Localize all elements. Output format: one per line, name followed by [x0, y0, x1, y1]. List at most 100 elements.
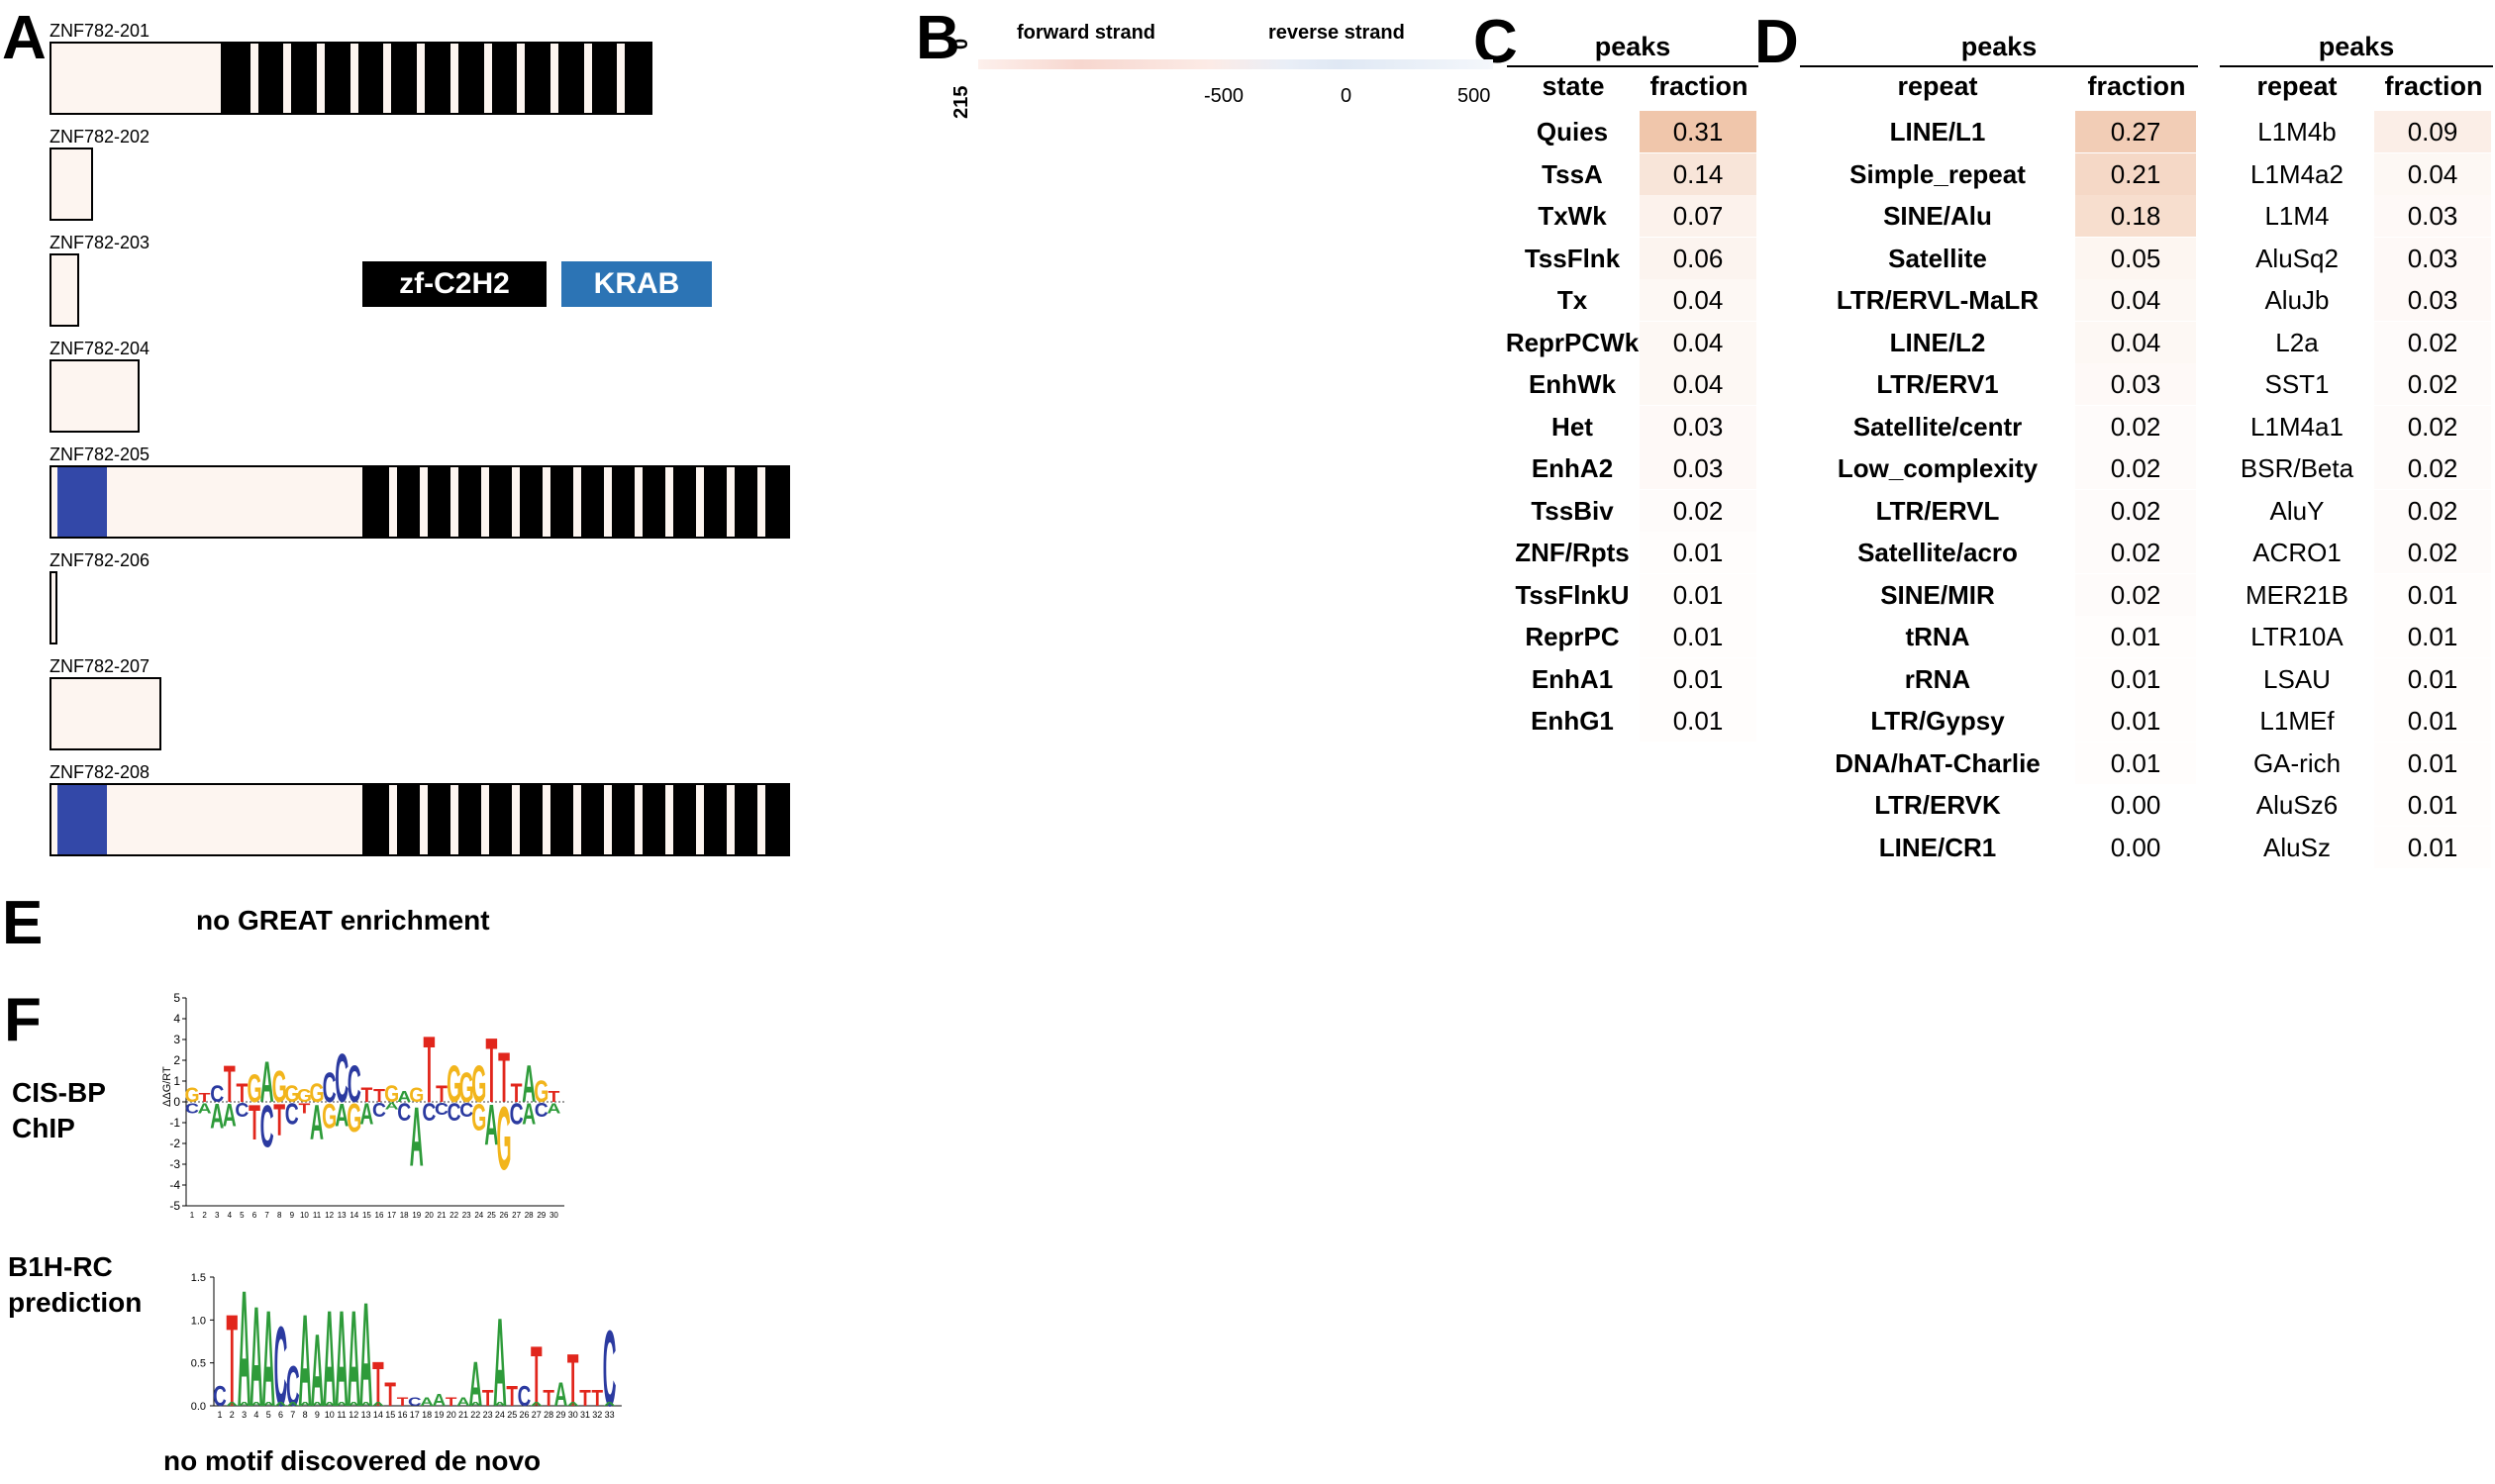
zf-gap	[350, 44, 358, 113]
table-d2-title: peaks	[2318, 32, 2395, 61]
panel-letter-b: B	[916, 4, 960, 72]
zf-gap	[727, 467, 735, 537]
table-row-label: EnhG1	[1531, 706, 1614, 736]
table-row-label: TssBiv	[1531, 496, 1614, 526]
isoform-bar	[50, 359, 140, 433]
motif-letter: C	[335, 1039, 349, 1117]
logo2-xtick: 12	[349, 1410, 358, 1420]
zf-gap	[517, 44, 525, 113]
logo1-ytick: 1	[173, 1074, 180, 1088]
logo1-xtick: 5	[240, 1211, 245, 1220]
motif-letter: G	[297, 1086, 312, 1107]
motif-letter: A	[262, 1401, 274, 1407]
table-row-value: 0.02	[2075, 532, 2196, 573]
table-row-value: 0.03	[2374, 195, 2491, 237]
motif-letter: A	[335, 1281, 349, 1426]
isoform-label: ZNF782-202	[50, 127, 150, 147]
table-c-col-state: state	[1542, 71, 1605, 101]
logo2-xtick: 31	[580, 1410, 590, 1420]
table-row-label: Low_complexity	[1837, 453, 2039, 483]
table-row-value: 0.03	[2374, 279, 2491, 321]
motif-letter: A	[260, 1051, 274, 1115]
motif-letter: A	[359, 1401, 371, 1407]
logo2-axis: 1.51.00.50.01 2 3 4 5 6 7 8 9 10 11 12 13 14 15 16 17 18 1…	[191, 1272, 622, 1420]
logo2-xtick: 8	[303, 1410, 308, 1420]
motif-letter: A	[603, 1401, 615, 1407]
motif-letter: A	[469, 1401, 481, 1407]
table-row-value: 0.00	[2075, 827, 2196, 868]
table-d1-col-fraction: fraction	[2087, 71, 2186, 101]
zf-gap	[696, 785, 704, 854]
table-d1-rule	[1800, 65, 2198, 67]
table-row-label: ZNF/Rpts	[1515, 538, 1630, 567]
table-row-label: LTR/Gypsy	[1870, 706, 2005, 736]
motif-letter: G	[471, 1098, 486, 1139]
logo1-xtick: 22	[449, 1211, 458, 1220]
motif-letter: T	[423, 1016, 435, 1123]
forward-strand-label: forward strand	[1017, 22, 1156, 44]
zf-gap	[635, 467, 643, 537]
motif-letter: A	[324, 1401, 336, 1407]
motif-letter: C	[235, 1100, 249, 1122]
zf-gap	[250, 44, 258, 113]
motif-letter: G	[384, 1080, 399, 1107]
table-row-label: BSR/Beta	[2240, 453, 2354, 483]
table-row-value: 0.03	[2374, 238, 2491, 279]
motif-letter: A	[531, 1401, 543, 1407]
motif-letter: G	[471, 1055, 486, 1113]
motif-letter: T	[384, 1375, 396, 1413]
motif-letter: A	[456, 1396, 470, 1409]
motif-letter: A	[238, 1401, 250, 1407]
motif-letter: G	[309, 1078, 324, 1108]
table-row-label: ACRO1	[2252, 538, 2342, 567]
cisbp-label-line2: ChIP	[12, 1113, 75, 1143]
motif-letter: A	[433, 1391, 447, 1410]
motif-letter: C	[408, 1396, 422, 1409]
table-row-value: 0.01	[2374, 700, 2491, 742]
motif-letter: C	[213, 1381, 227, 1413]
motif-letter: A	[420, 1396, 434, 1409]
logo1-xtick: 26	[500, 1211, 509, 1220]
zf-array	[221, 44, 650, 113]
logo1-ytick: 0	[173, 1095, 180, 1109]
zf-gap	[512, 467, 520, 537]
logo2-xtick: 14	[373, 1410, 383, 1420]
zf-gap	[757, 785, 765, 854]
table-row-value: 0.04	[2075, 279, 2196, 321]
zf-gap	[383, 44, 391, 113]
logo2-xtick: 32	[592, 1410, 602, 1420]
table-row-label: AluSz6	[2255, 790, 2339, 820]
table-row-value: 0.01	[2075, 742, 2196, 784]
table-row-value: 0.21	[2075, 153, 2196, 195]
motif-letter: T	[236, 1078, 248, 1108]
motif-letter: G	[459, 1065, 474, 1113]
table-row-label: ReprPCWk	[1505, 328, 1640, 357]
panel-letter-a: A	[2, 4, 47, 72]
logo2-xtick: 20	[447, 1410, 456, 1420]
great-enrichment-note: no GREAT enrichment	[196, 905, 490, 936]
motif-letter: A	[554, 1375, 568, 1413]
table-row-label: LTR/ERVL-MaLR	[1836, 285, 2040, 315]
logo1-xtick: 11	[313, 1211, 322, 1220]
motif-letter: C	[372, 1100, 386, 1122]
zf-gap	[665, 785, 673, 854]
isoform-bar	[50, 783, 790, 856]
table-row-label: LINE/CR1	[1878, 833, 1997, 862]
motif-letter: C	[422, 1098, 436, 1126]
isoform-label: ZNF782-208	[50, 762, 150, 782]
logo2-xtick: 22	[470, 1410, 480, 1420]
logo1-ytick: -1	[169, 1116, 180, 1130]
motif-letter: T	[249, 1095, 260, 1151]
motif-letter: A	[359, 1271, 373, 1426]
motif-letter: A	[347, 1281, 360, 1426]
zf-gap	[417, 44, 425, 113]
logo1-xtick: 23	[462, 1211, 471, 1220]
motif-letter: G	[284, 1080, 299, 1107]
motif-letter: C	[510, 1098, 524, 1131]
tick-minus-500: -500	[1204, 85, 1245, 107]
table-row-value: 0.04	[2374, 153, 2491, 195]
cisbp-label-line1: CIS-BP	[12, 1077, 106, 1108]
table-row-label: TxWk	[1538, 201, 1607, 231]
motif-letter: C	[185, 1099, 199, 1116]
